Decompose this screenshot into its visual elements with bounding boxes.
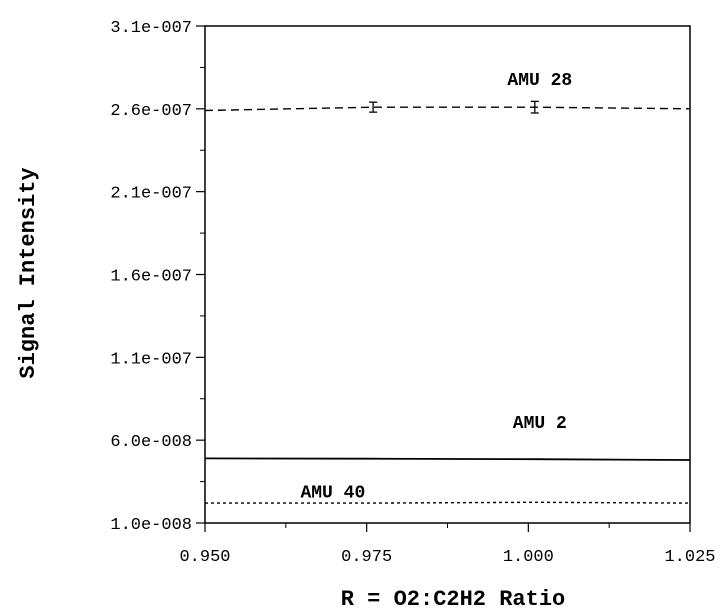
plot-area: 1.0e-008 6.0e-008 1.1e-007 1.6e-007 2.1e-007… <box>110 19 715 567</box>
y-tick-label: 2.6e-007 <box>110 102 192 121</box>
series-line-amu-40 <box>205 501 691 504</box>
y-tick-label: 1.0e-008 <box>110 516 192 535</box>
y-tick-label: 3.1e-007 <box>110 19 192 38</box>
y-tick-label: 2.1e-007 <box>110 185 192 204</box>
x-axis-title: R = O2:C2H2 Ratio <box>341 587 565 612</box>
series-label-amu-2: AMU 2 <box>513 414 567 434</box>
series-line-amu-28 <box>204 106 691 112</box>
y-tick-label: 6.0e-008 <box>110 433 192 452</box>
series-line-amu-2 <box>204 457 691 461</box>
x-tick-label: 0.975 <box>341 548 392 567</box>
series-label-amu-28: AMU 28 <box>507 71 572 91</box>
x-tick-label: 1.025 <box>664 548 715 567</box>
y-tick-label: 1.1e-007 <box>110 350 192 369</box>
x-tick-label: 1.000 <box>503 548 554 567</box>
x-tick-label: 0.950 <box>179 548 230 567</box>
series-label-amu-40: AMU 40 <box>300 484 365 504</box>
plot-frame <box>204 25 691 524</box>
y-axis-title: Signal Intensity <box>16 167 41 378</box>
y-tick-label: 1.6e-007 <box>110 268 192 287</box>
